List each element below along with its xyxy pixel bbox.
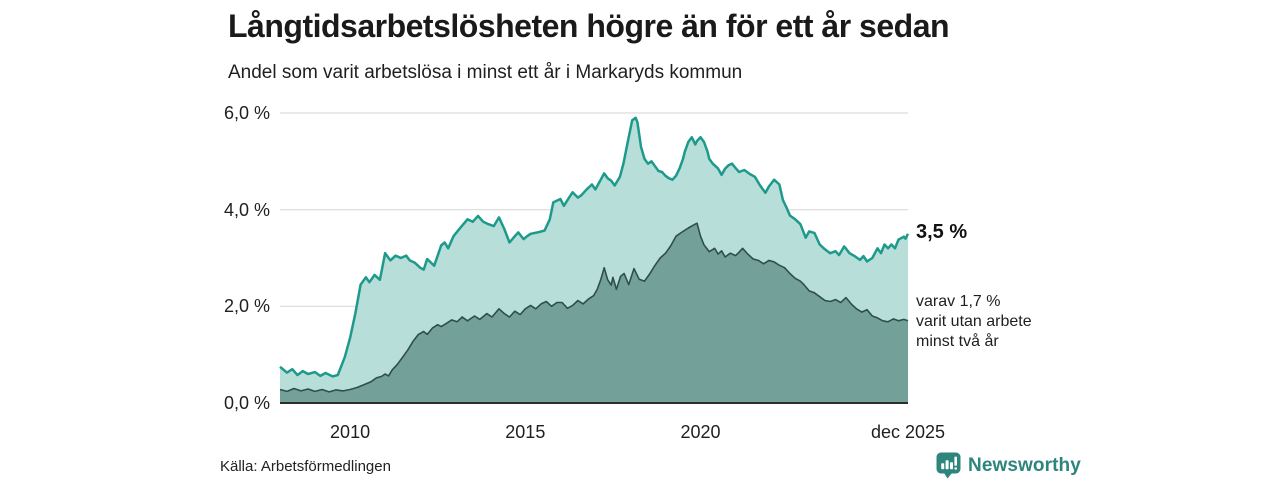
series-area-2: [280, 223, 908, 403]
series-line-2: [279, 222, 909, 393]
y-tick-label: 6,0 %: [223, 103, 270, 123]
chart-title: Långtidsarbetslösheten högre än för ett …: [228, 8, 950, 44]
y-tick-label: 4,0 %: [223, 199, 270, 220]
y-tick-label: 0,0 %: [223, 393, 270, 413]
x-tick-label: 2020: [680, 422, 721, 442]
x-tick-label: 2010: [330, 422, 371, 442]
chart-subtitle: Andel som varit arbetslösa i minst ett å…: [228, 62, 743, 83]
series-line-1: [279, 116, 910, 378]
latest-value-label: 3,5 %: [916, 221, 968, 243]
secondary-series-label: varav 1,7 % varit utan arbete minst två …: [916, 292, 1066, 352]
newsworthy-logo[interactable]: Newsworthy: [936, 452, 1081, 479]
secondary-label-line1: varav 1,7 %: [916, 293, 1001, 310]
x-tick-label: dec 2025: [870, 422, 946, 442]
newsworthy-logo-icon: [936, 452, 961, 479]
secondary-label-line2: varit utan arbete: [916, 313, 1032, 330]
x-tick-label: 2015: [505, 422, 546, 442]
source-credit: Källa: Arbetsförmedlingen: [220, 458, 391, 475]
newsworthy-wordmark: Newsworthy: [968, 454, 1081, 476]
secondary-label-line3: minst två år: [916, 333, 999, 350]
y-tick-label: 2,0 %: [223, 296, 270, 317]
